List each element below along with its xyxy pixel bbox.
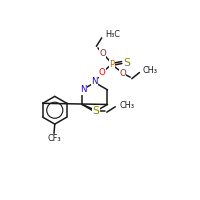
- Text: O: O: [119, 69, 126, 78]
- Text: CH₃: CH₃: [119, 101, 134, 110]
- Text: H₃C: H₃C: [106, 30, 121, 39]
- Text: O: O: [98, 68, 105, 77]
- Text: S: S: [93, 106, 99, 116]
- Text: P: P: [109, 60, 114, 69]
- Text: N: N: [80, 85, 86, 94]
- Text: N: N: [92, 77, 98, 86]
- Text: CH₃: CH₃: [143, 66, 158, 75]
- Text: CF₃: CF₃: [47, 134, 61, 143]
- Text: O: O: [99, 49, 106, 58]
- Text: S: S: [124, 58, 131, 68]
